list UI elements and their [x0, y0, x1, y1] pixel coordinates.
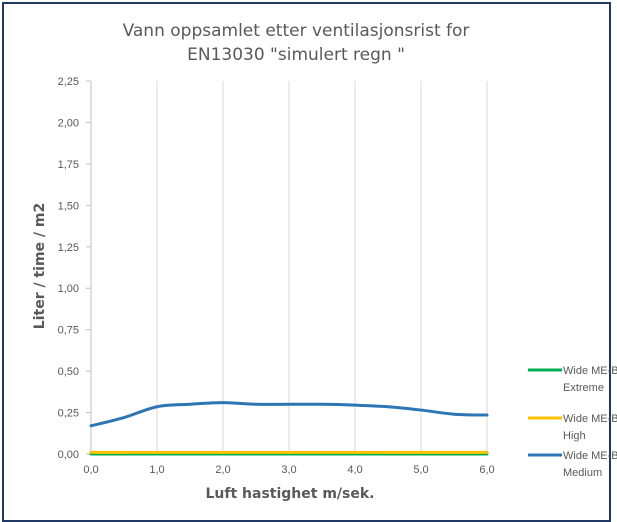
- chart-title-line-1: Vann oppsamlet etter ventilasjonsrist fo…: [123, 21, 470, 41]
- chart-title: Vann oppsamlet etter ventilasjonsrist fo…: [123, 21, 470, 65]
- y-tick-label: 1,50: [58, 200, 79, 212]
- x-tick-label: 6,0: [479, 464, 494, 476]
- x-tick-label: 0,0: [83, 464, 98, 476]
- legend-label: Wide ME-B: [563, 450, 617, 462]
- legend-label: Medium: [563, 467, 602, 479]
- tick-labels: 0,0 1,0 2,0 3,0 4,0 5,0 6,0 0,00 0,25 0,50 0,75 1,0…: [58, 76, 495, 476]
- x-tick-label: 4,0: [347, 464, 362, 476]
- y-tick-label: 0,00: [58, 449, 79, 461]
- x-tick-label: 2,0: [215, 464, 230, 476]
- y-tick-label: 2,00: [58, 117, 79, 129]
- y-tick-label: 2,25: [58, 76, 79, 88]
- x-tick-label: 5,0: [413, 464, 428, 476]
- series-lines: [89, 401, 489, 456]
- line-chart: Vann oppsamlet etter ventilasjonsrist fo…: [32, 21, 617, 502]
- x-axis-title: Luft hastighet m/sek.: [206, 486, 375, 502]
- y-tick-label: 0,25: [58, 408, 79, 420]
- legend-label: Extreme: [563, 382, 604, 394]
- y-tick-label: 0,75: [58, 325, 79, 337]
- legend-label: Wide ME-B: [563, 365, 617, 377]
- x-tick-label: 1,0: [149, 464, 164, 476]
- series-line-2: [89, 401, 489, 428]
- y-tick-label: 1,00: [58, 283, 79, 295]
- x-tick-label: 3,0: [281, 464, 296, 476]
- legend-label: Wide ME-B: [563, 413, 617, 425]
- chart-title-line-2: EN13030 "simulert regn ": [187, 45, 405, 65]
- y-tick-label: 1,75: [58, 159, 79, 171]
- axes: [86, 80, 487, 455]
- legend-label: High: [563, 430, 586, 442]
- gridlines: [156, 81, 488, 454]
- y-tick-label: 0,50: [58, 366, 79, 378]
- legend: Wide ME-B Extreme Wide ME-B High Wide ME-B Me…: [528, 365, 617, 479]
- y-axis-title: Liter / time / m2: [32, 203, 48, 329]
- y-tick-label: 1,25: [58, 242, 79, 254]
